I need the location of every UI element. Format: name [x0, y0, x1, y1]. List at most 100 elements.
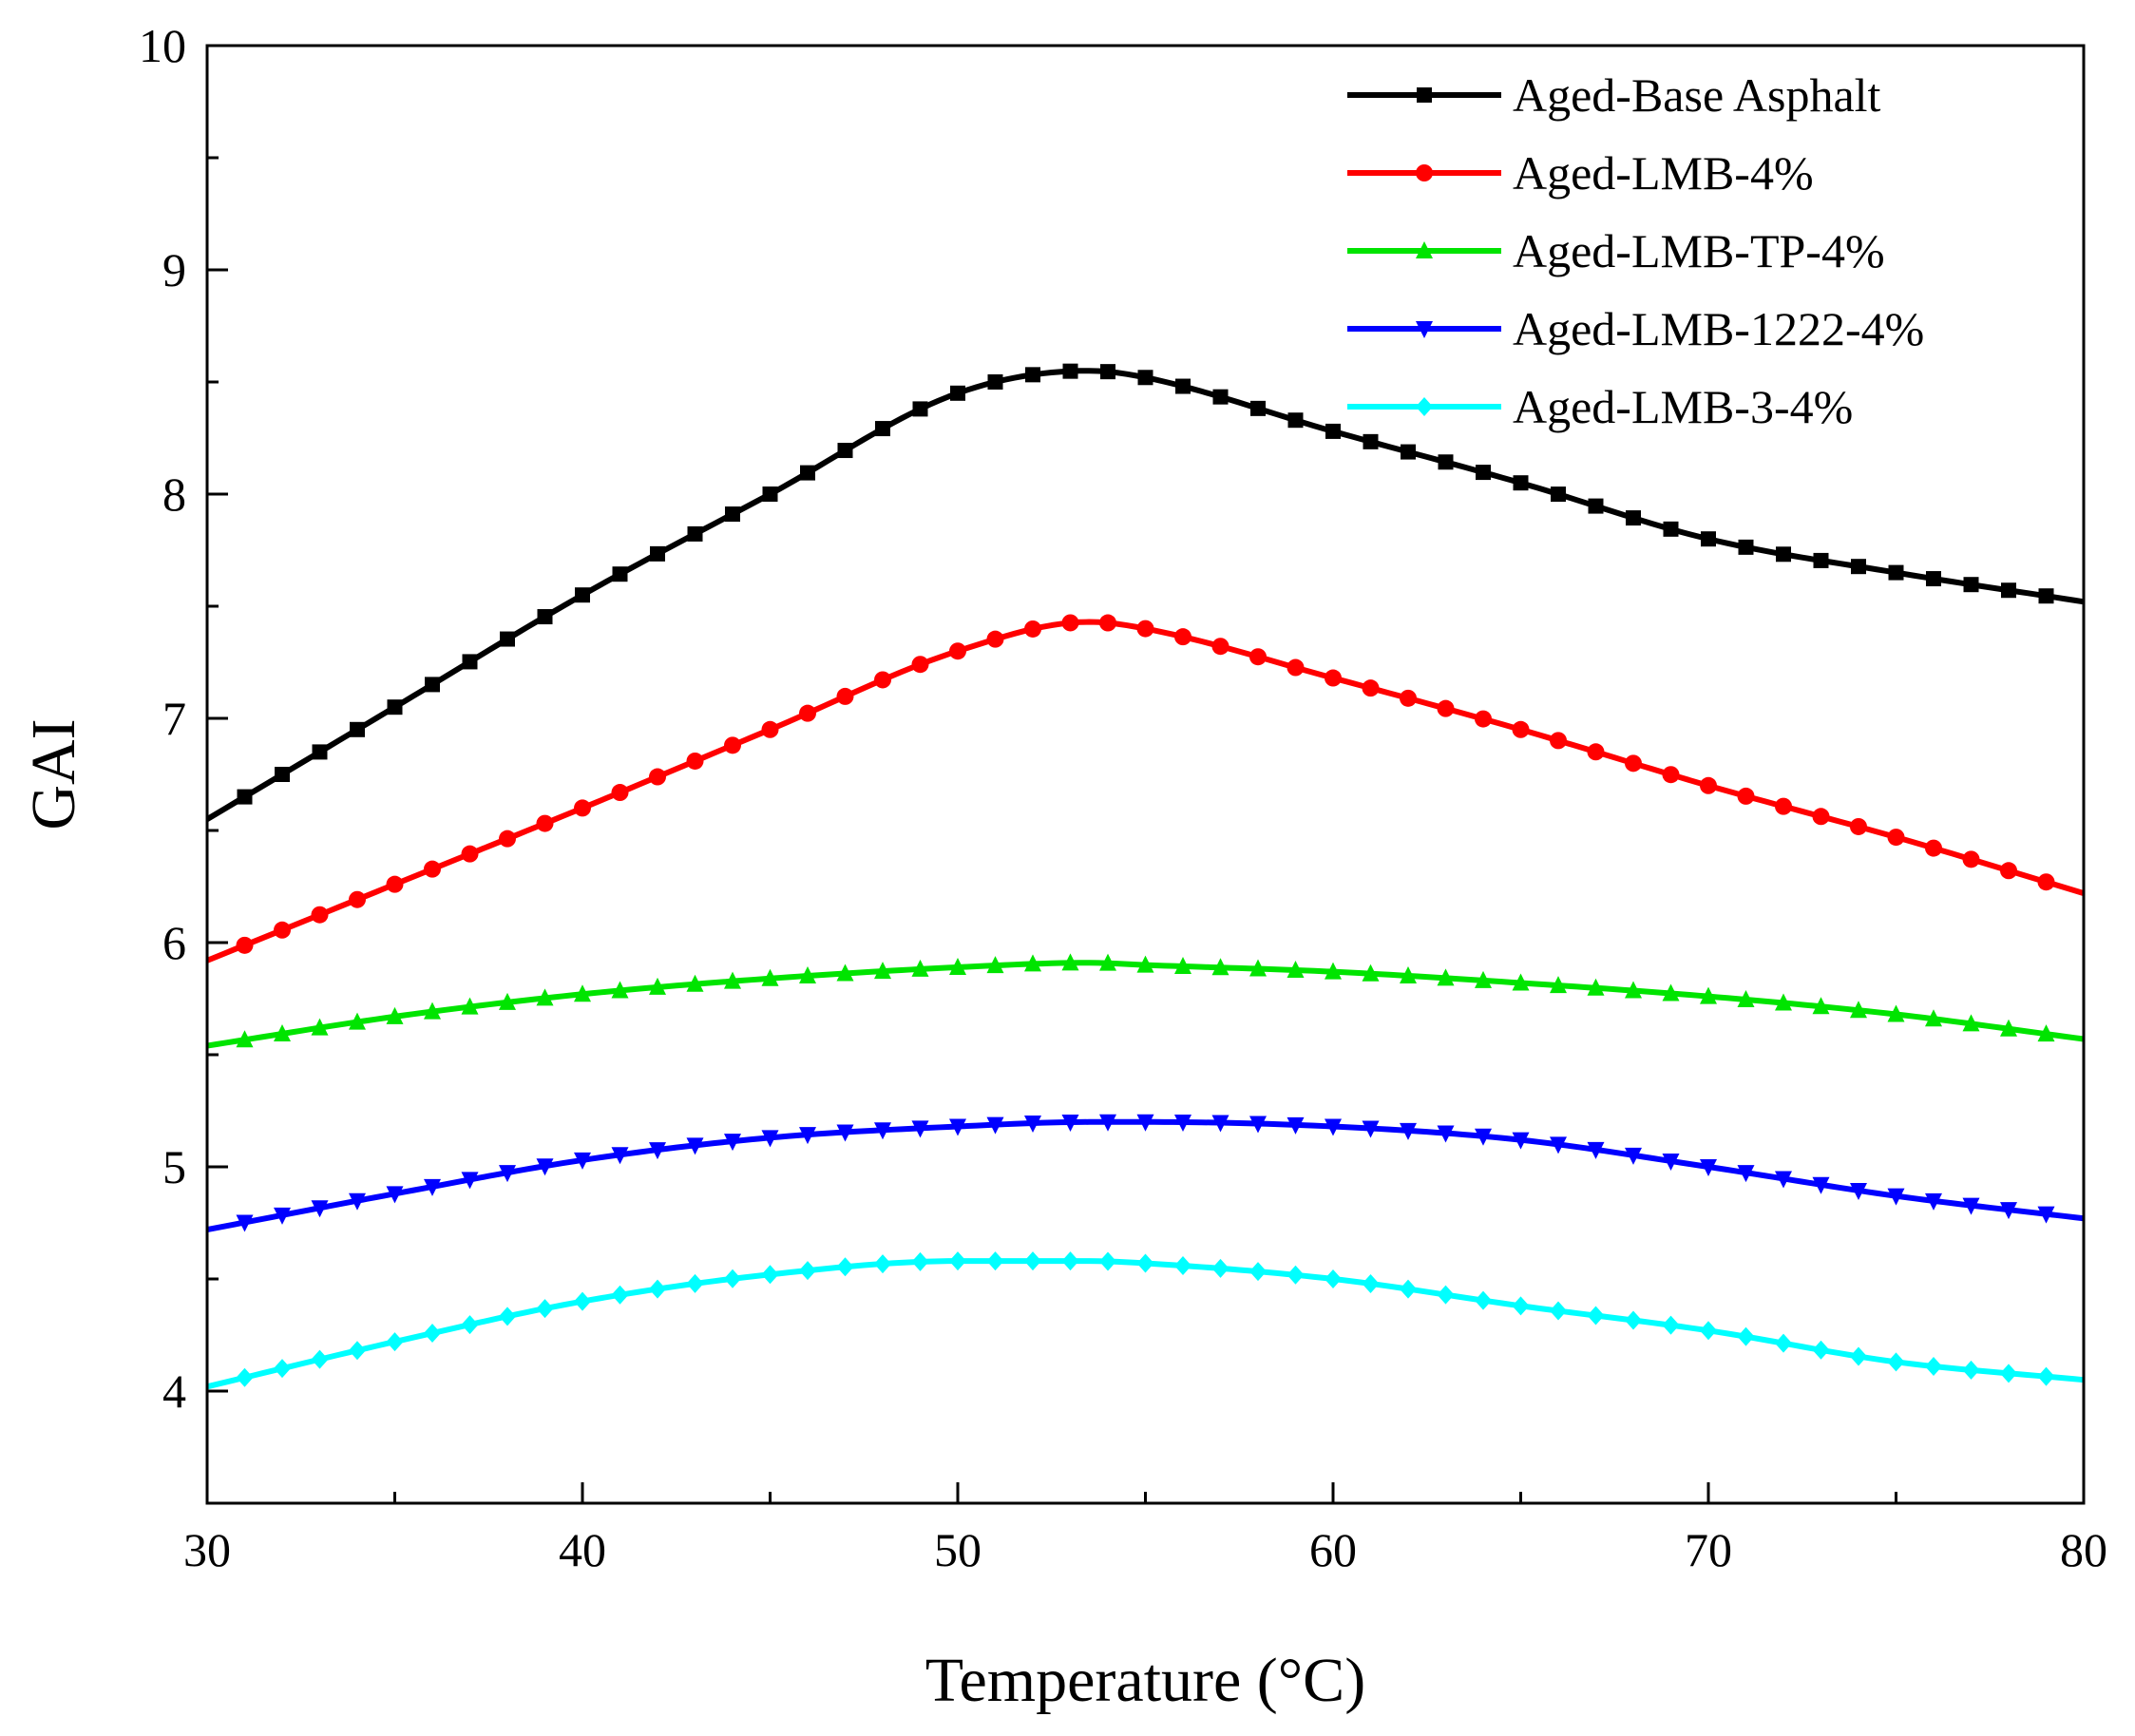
- series-aged-base-asphalt-marker: [1588, 498, 1604, 514]
- series-aged-lmb-1222-4-marker: [236, 1214, 254, 1232]
- series-aged-base-asphalt-marker: [1701, 531, 1716, 547]
- series-aged-lmb-3-4-marker: [1249, 1262, 1267, 1282]
- series-aged-lmb-4-marker: [1174, 628, 1191, 646]
- series-aged-lmb-3-4-marker: [2000, 1364, 2017, 1383]
- series-aged-lmb-tp-4-marker: [986, 956, 1004, 974]
- series-aged-lmb-tp-4-marker: [874, 962, 891, 980]
- series-aged-lmb-tp-4-marker: [1850, 1001, 1867, 1019]
- series-aged-lmb-4-marker: [761, 720, 779, 738]
- series-aged-lmb-tp-4-marker: [911, 959, 929, 977]
- series-aged-lmb-4-marker: [724, 736, 741, 754]
- series-aged-base-asphalt-marker: [575, 587, 590, 603]
- series-aged-base-asphalt-marker: [1738, 539, 1754, 555]
- series-aged-lmb-1222-4-marker: [574, 1152, 591, 1170]
- series-aged-base-asphalt-marker: [950, 385, 965, 401]
- series-aged-lmb-tp-4-marker: [424, 1002, 441, 1020]
- series-aged-lmb-4-marker: [1962, 850, 1980, 868]
- series-aged-lmb-tp-4-marker: [799, 966, 816, 984]
- plot-marks: [205, 363, 2085, 1390]
- series-aged-lmb-1222-4-marker: [1362, 1120, 1380, 1138]
- series-aged-lmb-4-marker: [1700, 776, 1717, 794]
- series-aged-lmb-1222-4-marker: [424, 1178, 441, 1196]
- series-aged-lmb-3-4-marker: [274, 1359, 291, 1379]
- series-aged-lmb-1222-4-marker: [799, 1127, 816, 1145]
- series-aged-lmb-3-4-marker: [1174, 1256, 1191, 1276]
- series-aged-lmb-3-4-marker: [874, 1254, 891, 1274]
- series-aged-base-asphalt-marker: [837, 443, 853, 459]
- series-aged-lmb-1222-4-marker: [1325, 1118, 1342, 1136]
- series-aged-lmb-3-4-marker: [574, 1291, 591, 1311]
- series-aged-lmb-1222-4-marker: [274, 1207, 291, 1225]
- series-aged-lmb-tp-4-marker: [2000, 1019, 2017, 1037]
- y-tick-label: 10: [139, 19, 186, 72]
- series-aged-lmb-1222-4-marker: [1812, 1176, 1830, 1194]
- series-aged-lmb-4-marker: [1662, 766, 1680, 784]
- series-aged-lmb-4-marker: [536, 814, 554, 832]
- series-aged-lmb-3-4-marker: [1812, 1340, 1830, 1360]
- series-aged-lmb-4-marker: [499, 830, 516, 848]
- series-aged-lmb-1222-4-marker: [1662, 1153, 1680, 1171]
- series-aged-base-asphalt-marker: [350, 721, 365, 737]
- series-aged-lmb-4-marker: [1287, 658, 1305, 677]
- x-tick-label: 60: [1309, 1523, 1357, 1576]
- series-aged-base-asphalt-marker: [725, 506, 740, 523]
- series-aged-lmb-3-4-marker: [686, 1273, 704, 1293]
- series-aged-lmb-tp-4-marker: [1061, 953, 1079, 971]
- x-axis-title: Temperature (°C): [925, 1646, 1365, 1715]
- series-aged-lmb-1222-4-marker: [649, 1142, 666, 1160]
- series-aged-lmb-3-4: [206, 1251, 2085, 1390]
- y-tick-label: 5: [162, 1140, 186, 1193]
- series-aged-lmb-tp-4: [206, 953, 2085, 1049]
- series-aged-lmb-4-marker: [874, 671, 891, 689]
- series-aged-base-asphalt-marker: [1287, 412, 1304, 429]
- legend-label: Aged-LMB-4%: [1513, 146, 1814, 200]
- legend-label: Aged-LMB-TP-4%: [1513, 224, 1885, 277]
- series-aged-lmb-3-4-marker: [1437, 1285, 1455, 1305]
- series-aged-lmb-tp-4-marker: [1775, 993, 1792, 1011]
- series-aged-base-asphalt-marker: [1551, 486, 1566, 503]
- legend-label: Aged-LMB-1222-4%: [1513, 302, 1924, 355]
- series-aged-base-asphalt-marker: [1888, 564, 1904, 581]
- series-aged-lmb-4-marker: [1625, 754, 1642, 773]
- series-aged-lmb-3-4-marker: [536, 1299, 554, 1319]
- series-aged-lmb-1222-4-marker: [461, 1172, 479, 1190]
- series-aged-base-asphalt-marker: [425, 677, 440, 693]
- series-aged-lmb-4-marker: [1024, 620, 1041, 638]
- series-aged-lmb-3-4-marker: [1587, 1306, 1605, 1326]
- series-aged-lmb-tp-4-marker: [1287, 960, 1305, 978]
- series-aged-base-asphalt-marker: [537, 609, 553, 625]
- series-aged-lmb-3-4-marker: [1211, 1258, 1230, 1278]
- series-aged-lmb-tp-4-marker: [536, 988, 554, 1006]
- series-aged-lmb-tp-4-marker: [499, 992, 516, 1010]
- legend-label: Aged-LMB-3-4%: [1513, 380, 1853, 433]
- series-aged-lmb-tp-4-marker: [1925, 1009, 1942, 1027]
- series-aged-base-asphalt-marker: [1062, 363, 1078, 379]
- series-aged-lmb-4-marker: [274, 921, 291, 939]
- series-aged-lmb-1222-4-marker: [1925, 1192, 1942, 1211]
- series-aged-lmb-tp-4-marker: [1249, 959, 1267, 977]
- series-aged-lmb-3-4-marker: [1475, 1290, 1492, 1310]
- series-aged-lmb-1222-4-marker: [724, 1134, 741, 1152]
- series-aged-lmb-1222-4-line: [206, 1118, 2085, 1233]
- series-aged-lmb-1222-4-marker: [1400, 1122, 1417, 1140]
- series-aged-lmb-1222-4-marker: [1099, 1114, 1116, 1132]
- series-aged-lmb-tp-4-marker: [274, 1023, 291, 1041]
- series-aged-lmb-3-4-marker: [761, 1265, 779, 1285]
- x-tick-label: 80: [2060, 1523, 2107, 1576]
- series-aged-base-asphalt-marker: [2038, 588, 2054, 604]
- series-aged-lmb-1222-4-marker: [2000, 1202, 2017, 1220]
- legend-marker: [1416, 164, 1433, 181]
- series-aged-lmb-tp-4-marker: [1662, 983, 1680, 1002]
- legend: Aged-Base Asphalt Aged-LMB-4% Aged-LMB-TP-…: [1347, 68, 1924, 433]
- series-aged-lmb-3-4-marker: [949, 1251, 966, 1271]
- x-tick-label: 40: [559, 1523, 606, 1576]
- legend-marker: [1416, 321, 1433, 338]
- series-aged-lmb-3-4-marker: [1024, 1251, 1041, 1271]
- series-aged-lmb-4-marker: [1249, 648, 1267, 666]
- series-aged-lmb-tp-4-marker: [611, 981, 629, 999]
- series-aged-lmb-1222-4-marker: [386, 1186, 404, 1204]
- y-tick-label: 9: [162, 243, 186, 296]
- legend-item: Aged-LMB-3-4%: [1347, 380, 1853, 433]
- series-aged-base-asphalt-marker: [1250, 400, 1266, 416]
- series-aged-lmb-tp-4-marker: [724, 971, 741, 989]
